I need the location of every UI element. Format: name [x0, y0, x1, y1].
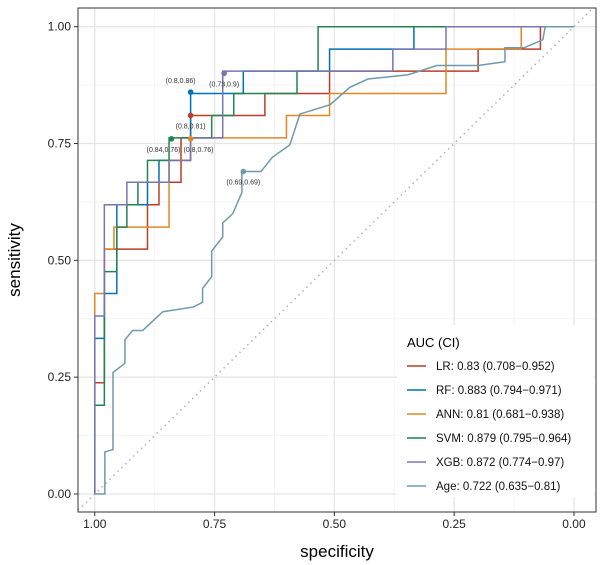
- x-tick-label: 0.75: [203, 517, 227, 531]
- legend-label-rf: RF: 0.883 (0.794−0.971): [436, 385, 562, 397]
- cutoff-label-rf: (0.8,0.86): [166, 78, 196, 85]
- legend-label-xgb: XGB: 0.872 (0.774−0.97): [436, 457, 564, 469]
- y-axis-title: sensitivity: [5, 223, 24, 297]
- y-tick-label: 0.50: [48, 253, 72, 267]
- y-tick-label: 0.00: [48, 487, 72, 501]
- x-tick-label: 1.00: [83, 517, 107, 531]
- cutoff-point-svm: [168, 136, 175, 142]
- y-tick-label: 0.25: [48, 370, 72, 384]
- x-axis-title: specificity: [300, 542, 374, 561]
- x-tick-label: 0.00: [562, 517, 586, 531]
- roc-curve-age: [94, 25, 574, 495]
- x-tick-label: 0.50: [323, 517, 347, 531]
- y-tick-label: 1.00: [48, 20, 72, 34]
- cutoff-markers: (0.8,0.81) (0.8,0.86) (0.8,0.76)(0.84,0.76…: [147, 70, 260, 187]
- y-tick-label: 0.75: [48, 137, 72, 151]
- cutoff-point-age: [240, 168, 247, 175]
- cutoff-label-xgb: (0.73,0.9): [209, 81, 239, 88]
- legend-label-ann: ANN: 0.81 (0.681−0.938): [436, 409, 564, 421]
- x-tick-label: 0.25: [442, 517, 466, 531]
- cutoff-label-svm: (0.84,0.76): [147, 147, 181, 154]
- roc-curve-svm: [94, 25, 574, 495]
- cutoff-point-lr: [187, 112, 194, 119]
- y-axis: 0.00 0.25 0.50 0.75 1.00: [48, 20, 78, 501]
- cutoff-point-xgb: [221, 70, 227, 77]
- reference-diagonal: [77, 7, 594, 511]
- legend-title: AUC (CI): [407, 335, 460, 350]
- legend-label-age: Age: 0.722 (0.635−0.81): [436, 481, 561, 493]
- roc-curve-xgb: [94, 25, 574, 495]
- cutoff-label-age: (0.69,0.69): [226, 180, 260, 187]
- cutoff-label-lr: (0.8,0.81): [176, 123, 206, 130]
- legend-background: [397, 325, 594, 497]
- cutoff-point-rf: [187, 89, 194, 95]
- cutoff-point-ann: [187, 136, 194, 142]
- legend-label-svm: SVM: 0.879 (0.795−0.964): [436, 433, 571, 445]
- cutoff-label-ann: (0.8,0.76): [183, 147, 213, 154]
- legend-label-lr: LR: 0.83 (0.708−0.952): [436, 361, 555, 373]
- x-axis: 1.00 0.75 0.50 0.25 0.00: [83, 512, 586, 531]
- legend: AUC (CI) LR: 0.83 (0.708−0.952) RF: 0.883…: [397, 325, 594, 497]
